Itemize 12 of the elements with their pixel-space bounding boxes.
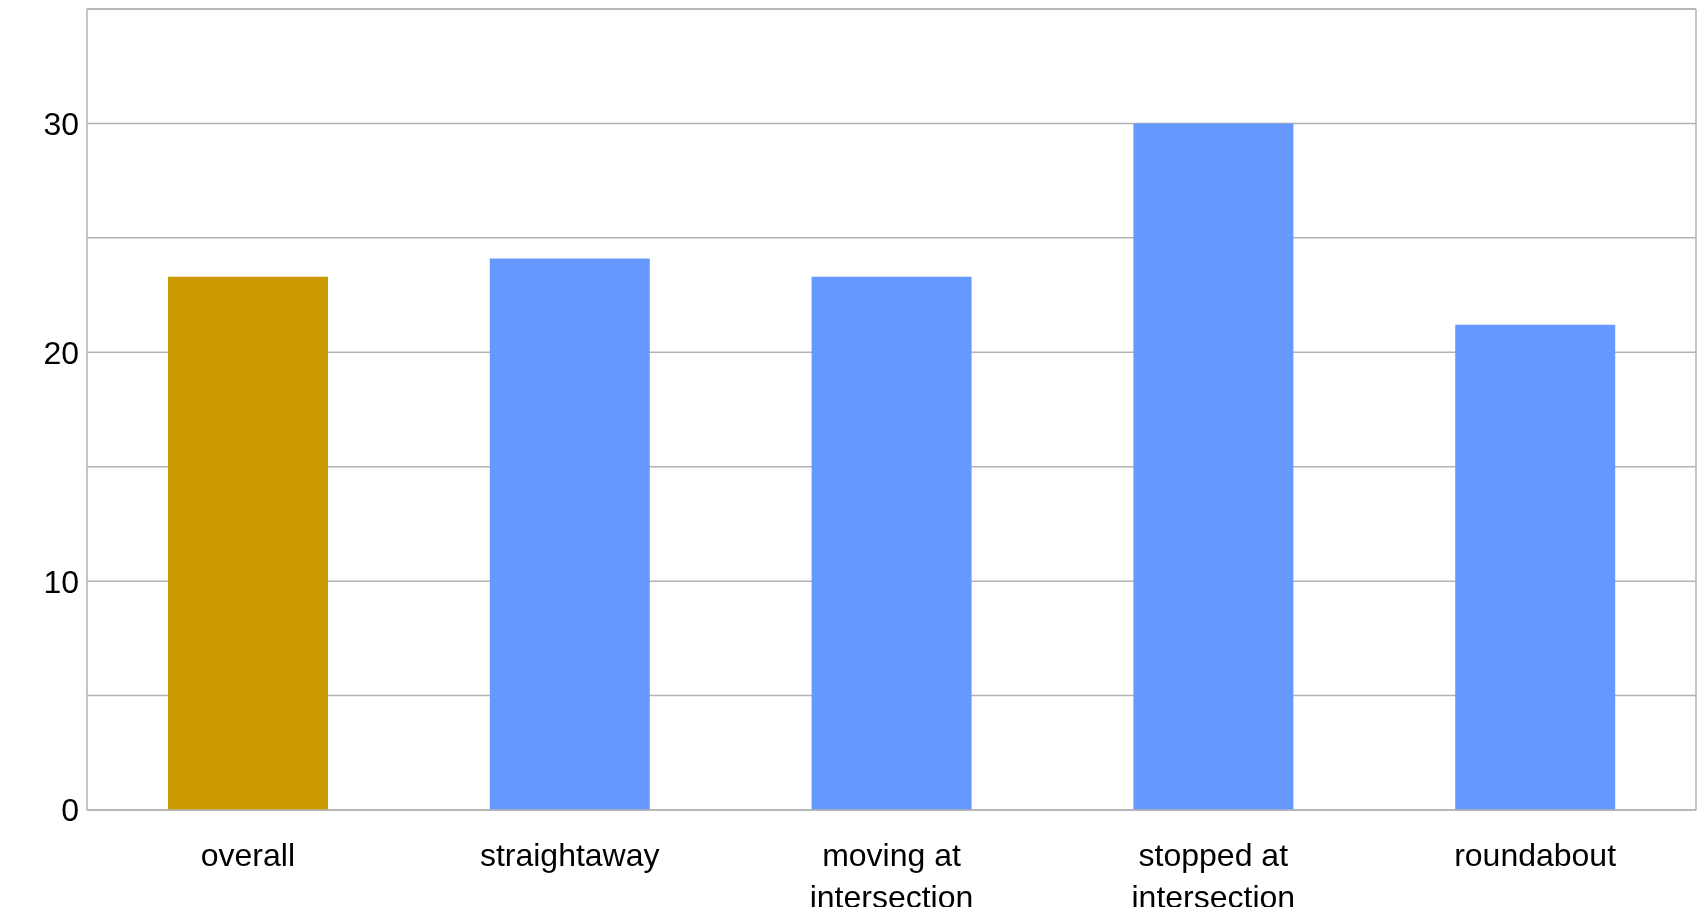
- y-tick-label: 10: [43, 563, 79, 600]
- bar: [489, 258, 650, 810]
- bar: [1455, 324, 1616, 810]
- y-tick-label: 20: [43, 334, 79, 371]
- y-tick-label: 30: [43, 105, 79, 142]
- x-tick-label: straightaway: [479, 837, 660, 873]
- x-tick-label: roundabout: [1454, 837, 1617, 873]
- bar: [168, 276, 328, 810]
- y-tick-label: 0: [61, 792, 79, 829]
- bar: [1133, 123, 1294, 810]
- x-tick-label: overall: [200, 837, 296, 873]
- bar: [811, 276, 972, 810]
